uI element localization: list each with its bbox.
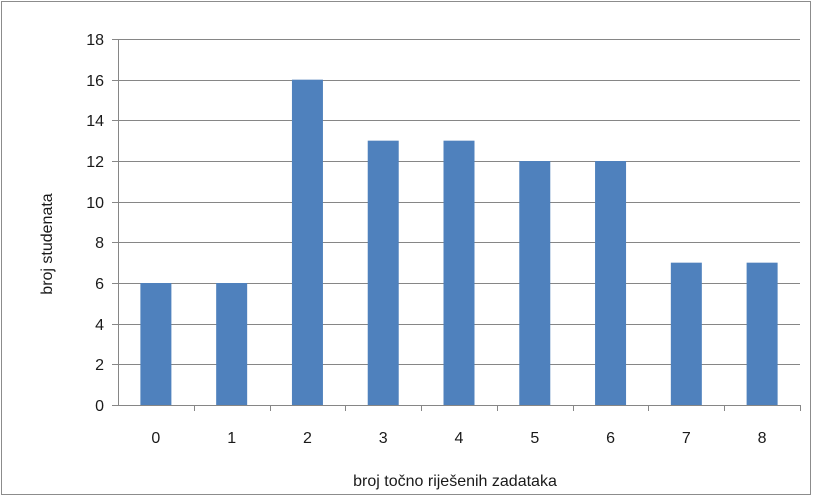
y-tick-label: 6 [95, 276, 104, 293]
bar [367, 140, 399, 405]
y-tick-label: 8 [95, 235, 104, 252]
bar [140, 283, 172, 405]
x-tick-label: 7 [682, 430, 691, 447]
y-tick-label: 16 [86, 73, 104, 90]
x-tick-label: 2 [303, 430, 312, 447]
y-tick-label: 4 [95, 317, 104, 334]
x-tick-label: 3 [379, 430, 388, 447]
y-axis-label: broj studenata [39, 193, 56, 295]
bar [443, 140, 475, 405]
bars [140, 79, 778, 406]
x-axis-label: broj točno riješenih zadataka [353, 473, 557, 490]
axes [112, 39, 801, 411]
y-tick-label: 2 [95, 357, 104, 374]
x-tick-label: 6 [606, 430, 615, 447]
y-tick-labels: 0 2 4 6 8 10 12 14 16 18 [86, 32, 104, 415]
bar [595, 161, 627, 405]
bar [670, 262, 702, 405]
x-tick-label: 4 [455, 430, 464, 447]
x-tick-label: 5 [530, 430, 539, 447]
bar [216, 283, 248, 405]
y-tick-label: 10 [86, 195, 104, 212]
y-tick-label: 14 [86, 113, 104, 130]
x-tick-label: 0 [151, 430, 160, 447]
y-tick-label: 18 [86, 32, 104, 49]
x-tick-label: 1 [227, 430, 236, 447]
y-tick-label: 12 [86, 154, 104, 171]
bar [291, 79, 323, 406]
y-tick-label: 0 [95, 398, 104, 415]
x-tick-labels: 0 1 2 3 4 5 6 7 8 [151, 430, 766, 447]
bar [519, 161, 551, 405]
bar [746, 262, 778, 405]
x-tick-label: 8 [758, 430, 767, 447]
